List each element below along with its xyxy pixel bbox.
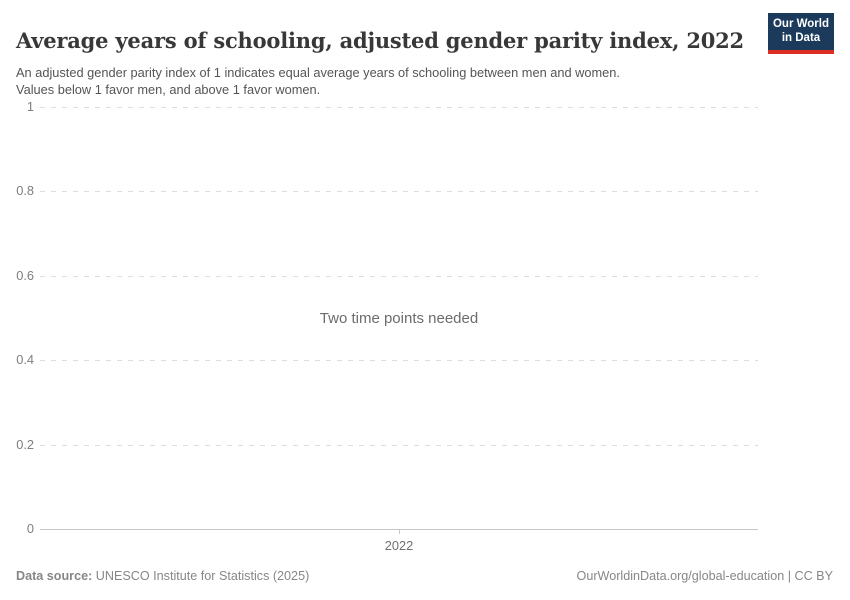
x-axis-tick-label: 2022: [384, 538, 414, 553]
data-source-label: Data source:: [16, 569, 93, 583]
chart-title: Average years of schooling, adjusted gen…: [16, 28, 744, 54]
gridline-0.6: [40, 276, 758, 277]
chart-subtitle: An adjusted gender parity index of 1 ind…: [16, 64, 620, 97]
x-axis-tick-mark: [399, 529, 400, 534]
owid-logo[interactable]: Our World in Data: [768, 13, 834, 54]
gridline-0.8: [40, 191, 758, 192]
owid-logo-line1: Our World: [772, 18, 829, 30]
y-axis-tick-label: 0.6: [16, 268, 34, 283]
owid-url-license-link[interactable]: OurWorldinData.org/global-education | CC…: [576, 569, 833, 583]
gridline-0.4: [40, 360, 758, 361]
data-source-text: UNESCO Institute for Statistics (2025): [92, 569, 310, 583]
data-source: Data source: UNESCO Institute for Statis…: [16, 569, 309, 583]
gridline-0.2: [40, 445, 758, 446]
y-axis-tick-label: 1: [26, 99, 34, 114]
gridline-1.0: [40, 107, 758, 108]
empty-state-message: Two time points needed: [319, 310, 479, 327]
y-axis-tick-label: 0.4: [16, 352, 34, 367]
y-axis-tick-label: 0.8: [16, 183, 34, 198]
y-axis-tick-label: 0.2: [16, 437, 34, 452]
owid-logo-line2: in Data: [781, 31, 821, 44]
chart-footer: Data source: UNESCO Institute for Statis…: [16, 569, 833, 583]
y-axis-tick-label: 0: [26, 521, 34, 536]
